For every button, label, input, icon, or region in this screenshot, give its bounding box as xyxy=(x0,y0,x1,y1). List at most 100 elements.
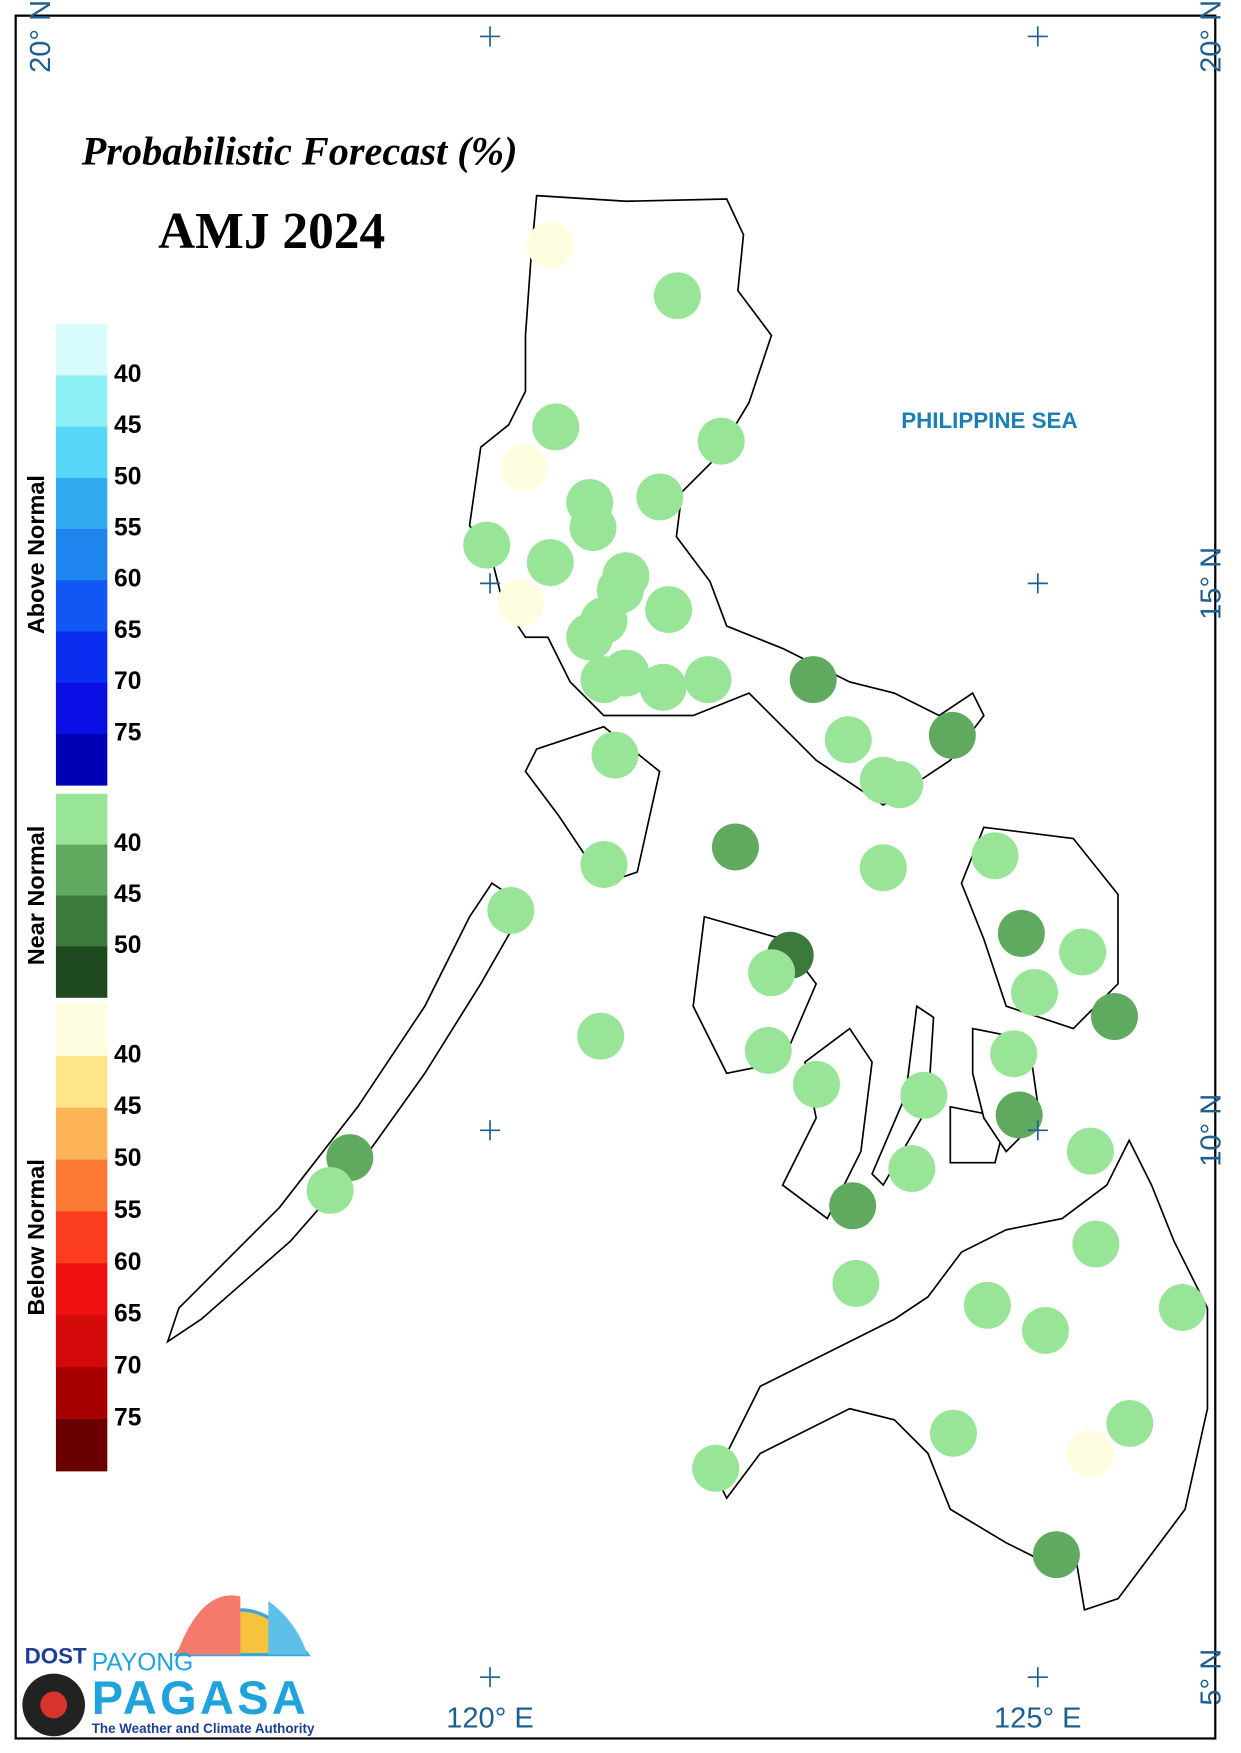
station xyxy=(463,521,511,569)
station xyxy=(928,711,976,759)
station xyxy=(1072,1220,1120,1268)
y-tick-label: 5° N xyxy=(1196,1649,1228,1706)
legend-swatch xyxy=(55,733,108,786)
station xyxy=(526,221,574,269)
legend-level: 65 xyxy=(114,617,141,644)
station xyxy=(744,1026,792,1074)
legend-level: 70 xyxy=(114,1353,141,1380)
logo-brand: PAGASA xyxy=(92,1671,309,1724)
station xyxy=(684,656,732,704)
logo-tagline: The Weather and Climate Authority xyxy=(92,1721,315,1736)
station xyxy=(500,443,548,491)
legend-swatch xyxy=(55,1418,108,1472)
legend-swatch xyxy=(55,946,108,998)
legend-swatch xyxy=(55,375,108,428)
legend-level: 50 xyxy=(114,932,141,959)
station xyxy=(995,1091,1043,1139)
legend-level: 40 xyxy=(114,830,141,857)
x-tick-label: 125° E xyxy=(994,1702,1082,1734)
station xyxy=(602,649,650,697)
legend-swatch xyxy=(55,631,108,684)
legend-swatch xyxy=(55,1211,108,1264)
legend: 40 45 50 55 60 65 70 75 Above Normal 40 45 50 Near N… xyxy=(23,324,141,1472)
station xyxy=(591,731,639,779)
legend-swatch xyxy=(55,426,108,479)
umbrella-panel xyxy=(268,1600,308,1655)
y-tick-label: 15° N xyxy=(1196,547,1228,620)
legend-swatch xyxy=(55,324,108,376)
legend-level: 45 xyxy=(114,881,141,908)
station xyxy=(789,656,837,704)
station xyxy=(1032,1531,1080,1579)
station xyxy=(997,909,1045,957)
legend-group-title: Above Normal xyxy=(23,475,49,634)
legend-level: 50 xyxy=(114,463,141,490)
umbrella-panel xyxy=(176,1595,241,1655)
station xyxy=(971,832,1019,880)
legend-level: 55 xyxy=(114,1197,141,1224)
y-tick-label: 20° N xyxy=(25,0,57,73)
station xyxy=(636,473,684,521)
legend-level: 40 xyxy=(114,361,141,388)
station xyxy=(645,586,693,634)
graticule: 120° E 125° E 20° N 20° N 15° N 10° N 5° N xyxy=(25,0,1228,1734)
legend-swatch xyxy=(55,895,108,947)
station xyxy=(577,1012,625,1060)
legend-group-title: Below Normal xyxy=(23,1159,49,1316)
station xyxy=(497,579,545,627)
station xyxy=(1011,968,1058,1016)
station xyxy=(692,1444,740,1492)
legend-level: 55 xyxy=(114,515,141,542)
title: Probabilistic Forecast (%) xyxy=(81,128,518,173)
legend-swatch xyxy=(55,580,108,632)
legend-swatch xyxy=(55,1107,108,1161)
station xyxy=(653,272,701,320)
station xyxy=(888,1145,936,1193)
station xyxy=(990,1030,1038,1078)
legend-level: 75 xyxy=(114,1404,141,1431)
station xyxy=(306,1166,354,1214)
legend-swatch xyxy=(55,844,108,897)
station xyxy=(1091,993,1138,1041)
x-tick-label: 120° E xyxy=(446,1702,534,1734)
station xyxy=(1158,1284,1206,1331)
station xyxy=(748,949,796,997)
legend-level: 40 xyxy=(114,1041,141,1068)
logo-agency: DOST xyxy=(25,1644,87,1669)
logo: DOST PAYONG PAGASA The Weather and Clima… xyxy=(22,1595,315,1737)
station xyxy=(526,539,574,587)
station xyxy=(487,886,535,934)
y-tick-label: 10° N xyxy=(1196,1094,1228,1167)
dost-emblem-center xyxy=(40,1691,68,1719)
station xyxy=(793,1060,840,1108)
station xyxy=(580,841,628,888)
station xyxy=(569,504,617,552)
legend-swatch xyxy=(55,1315,108,1368)
station xyxy=(1059,928,1107,976)
legend-level: 65 xyxy=(114,1301,141,1328)
station xyxy=(1066,1430,1114,1478)
station xyxy=(859,844,907,892)
legend-swatch xyxy=(55,1263,108,1316)
station xyxy=(1106,1399,1154,1447)
legend-swatch xyxy=(55,1003,108,1057)
legend-level: 45 xyxy=(114,412,141,439)
legend-swatch xyxy=(55,1159,108,1213)
legend-swatch xyxy=(55,1367,108,1420)
station xyxy=(711,823,759,871)
subtitle: AMJ 2024 xyxy=(158,203,385,260)
legend-swatch xyxy=(55,1055,108,1109)
station xyxy=(532,403,580,451)
legend-level: 45 xyxy=(114,1093,141,1120)
legend-level: 70 xyxy=(114,668,141,695)
legend-swatch xyxy=(55,793,108,846)
palawan xyxy=(166,882,527,1344)
station xyxy=(824,716,872,764)
station xyxy=(697,417,745,465)
station xyxy=(829,1182,877,1230)
station xyxy=(1021,1306,1069,1354)
legend-swatch xyxy=(55,477,108,530)
station xyxy=(963,1281,1011,1329)
stations xyxy=(306,221,1206,1579)
